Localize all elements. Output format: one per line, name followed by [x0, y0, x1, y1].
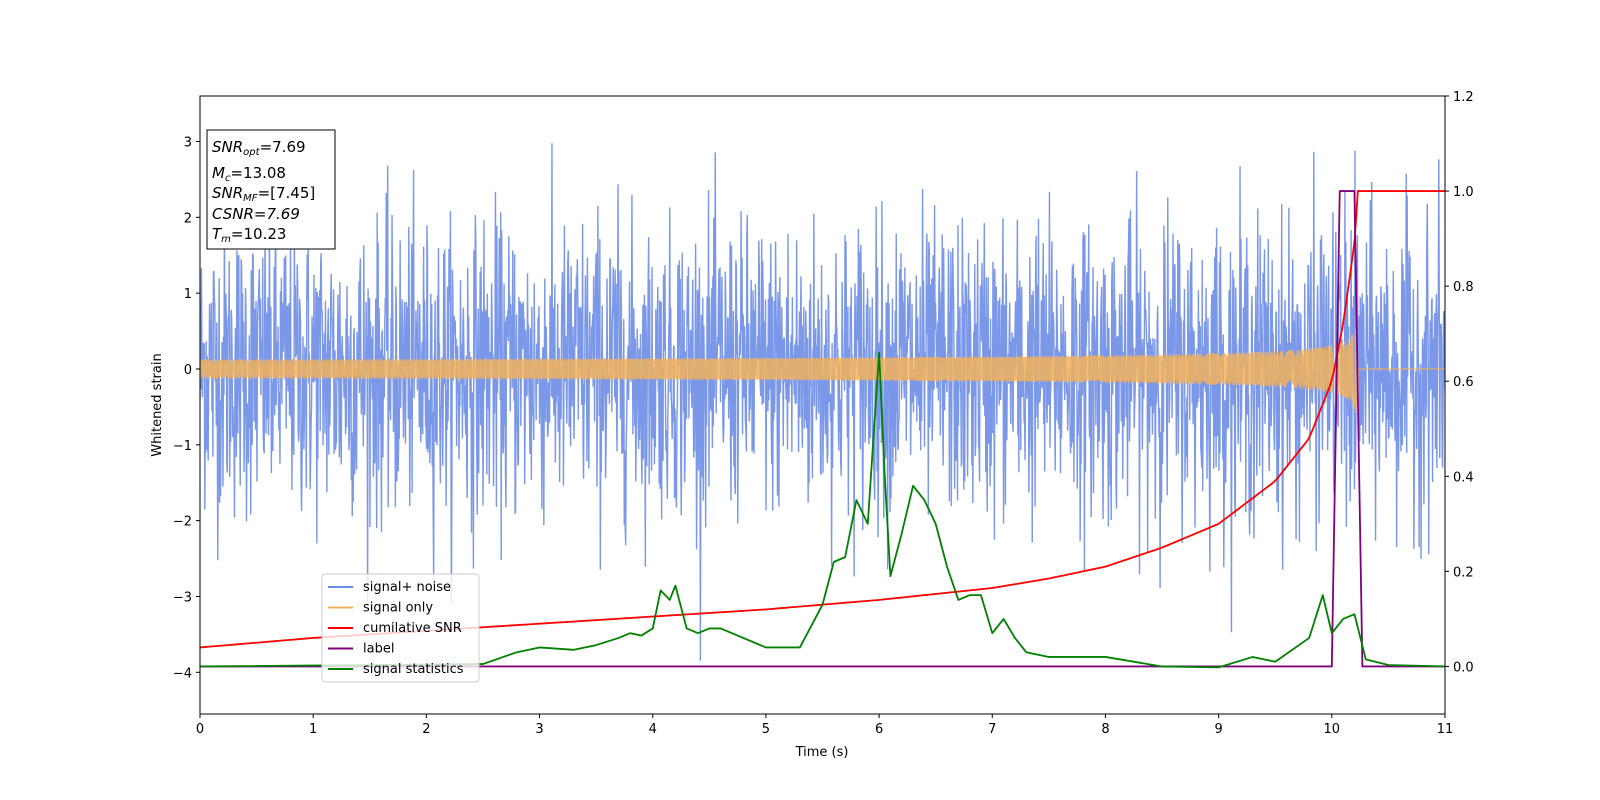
info-box: SNRopt=7.69 Mc=13.08 SNRMF=[7.45] CSNR=7…: [206, 129, 336, 250]
legend-entry: signal+ noise: [363, 580, 451, 595]
x-tick-label: 10: [1324, 722, 1341, 737]
info-csnr: CSNR=7.69: [212, 205, 300, 223]
x-tick-label: 8: [1101, 722, 1109, 737]
x-tick-label: 2: [422, 722, 430, 737]
y-left-tick-label: −3: [173, 590, 192, 605]
y-left-tick-label: 0: [184, 363, 192, 378]
x-axis: 0 1 2 3 4 5 6 7 8 9 10 11: [196, 714, 1453, 737]
y-right-tick-label: 0.8: [1453, 280, 1474, 295]
info-tm: Tm=10.23: [212, 225, 286, 245]
y-left-tick-label: −4: [173, 666, 192, 681]
y-right-tick-label: 0.4: [1453, 470, 1474, 485]
y-axis-right: 0.0 0.2 0.4 0.6 0.8 1.0 1.2: [1445, 90, 1474, 675]
series-signal-statistics: [200, 351, 1445, 669]
x-tick-label: 9: [1214, 722, 1222, 737]
legend-entry: cumilative SNR: [363, 621, 462, 636]
legend-entry: signal statistics: [363, 662, 464, 677]
x-tick-label: 11: [1437, 722, 1454, 737]
info-mc: Mc=13.08: [212, 164, 286, 184]
x-tick-label: 0: [196, 722, 204, 737]
x-tick-label: 5: [762, 722, 770, 737]
legend-entry: label: [363, 642, 394, 657]
y-right-tick-label: 0.6: [1453, 375, 1474, 390]
y-right-tick-label: 0.0: [1453, 660, 1474, 675]
x-tick-label: 1: [309, 722, 317, 737]
x-tick-label: 3: [535, 722, 543, 737]
y-right-tick-label: 1.2: [1453, 90, 1474, 105]
y-axis-label: Whitened strain: [150, 353, 165, 456]
info-snr-mf: SNRMF=[7.45]: [212, 184, 315, 204]
series-label: [200, 190, 1445, 668]
y-right-tick-label: 0.2: [1453, 565, 1474, 580]
y-axis-left: −4 −3 −2 −1 0 1 2 3: [173, 135, 200, 681]
legend: signal+ noise signal only cumilative SNR la…: [321, 573, 480, 683]
x-tick-label: 6: [875, 722, 883, 737]
info-snr-opt: SNRopt=7.69: [212, 138, 306, 158]
y-left-tick-label: −2: [173, 515, 192, 530]
x-axis-label: Time (s): [795, 745, 849, 760]
legend-entry: signal only: [363, 601, 433, 616]
y-left-tick-label: 2: [184, 211, 192, 226]
y-right-tick-label: 1.0: [1453, 185, 1474, 200]
x-tick-label: 4: [649, 722, 657, 737]
x-tick-label: 7: [988, 722, 996, 737]
plot-frame: [199, 95, 1446, 715]
series-signal-only: [200, 329, 1445, 413]
y-left-tick-label: 1: [184, 287, 192, 302]
y-left-tick-label: 3: [184, 135, 192, 150]
y-left-tick-label: −1: [173, 439, 192, 454]
